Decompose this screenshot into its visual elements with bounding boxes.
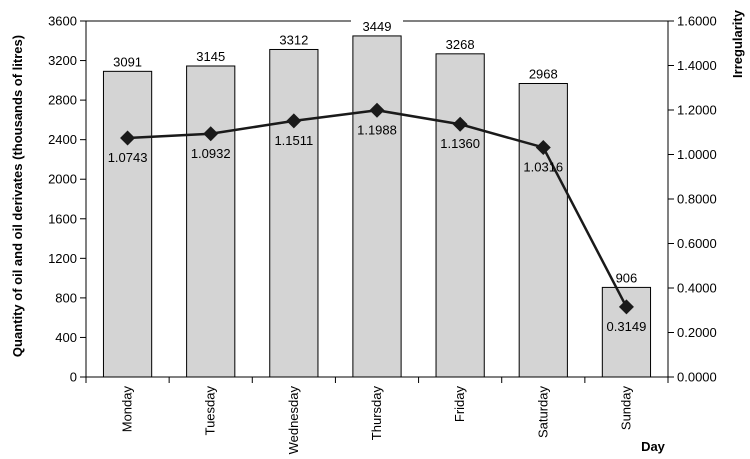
- bar-value-label: 3145: [196, 49, 225, 64]
- y2-tick-label: 0.4000: [677, 281, 717, 296]
- y-tick-label: 3600: [48, 14, 77, 29]
- line-series: [120, 102, 634, 315]
- axes: 0 400 800 1200 1600 2000 2400 2800 3200 3600 0.000…: [48, 14, 717, 455]
- x-axis-title: Day: [641, 439, 666, 454]
- x-tick-label: Friday: [452, 386, 467, 423]
- line-value-label: 1.0932: [191, 146, 231, 161]
- y2-tick-label: 1.2000: [677, 103, 717, 118]
- y-tick-label: 0: [70, 370, 77, 385]
- bar: [352, 35, 402, 378]
- x-tick-label: Wednesday: [286, 386, 301, 455]
- y-tick-label: 400: [55, 330, 77, 345]
- bar: [186, 65, 236, 378]
- x-tick-label: Monday: [120, 386, 135, 433]
- x-tick-label: Tuesday: [203, 386, 218, 436]
- x-tick-label: Thursday: [369, 386, 384, 441]
- bar-value-label: 3268: [446, 37, 475, 52]
- y2-tick-label: 0.0000: [677, 370, 717, 385]
- bar-value-label: 2968: [529, 66, 558, 81]
- line-value-label: 0.3149: [607, 319, 647, 334]
- line-value-label: 1.1988: [357, 122, 397, 137]
- y-tick-label: 2400: [48, 132, 77, 147]
- bar-value-label: 3449: [363, 19, 392, 34]
- line-value-label: 1.1511: [274, 133, 313, 148]
- y2-tick-label: 1.4000: [677, 58, 717, 73]
- line-value-label: 1.0743: [108, 150, 148, 165]
- line-marker: [286, 113, 302, 129]
- y-tick-label: 2800: [48, 93, 77, 108]
- y2-tick-label: 0.2000: [677, 325, 717, 340]
- bar: [102, 70, 153, 378]
- y2-tick-label: 1.6000: [677, 14, 717, 29]
- y-axis-title: Quantity of oil and oil derivates (thous…: [10, 35, 25, 357]
- x-tick-label: Saturday: [535, 386, 550, 439]
- y2-tick-label: 0.6000: [677, 236, 717, 251]
- bar-value-label: 3091: [113, 54, 142, 69]
- y-tick-label: 1600: [48, 211, 77, 226]
- line-marker: [120, 130, 136, 146]
- data-labels: 3091 3145 3312 3449 3268 2968 906 1.0743 1.0932 1…: [108, 19, 647, 334]
- bar: [435, 53, 485, 378]
- y2-tick-label: 1.0000: [677, 147, 717, 162]
- bar-series: [102, 35, 652, 378]
- line-marker: [618, 299, 634, 315]
- bar-value-label: 906: [616, 270, 638, 285]
- line-marker: [535, 139, 551, 155]
- y-tick-label: 1200: [48, 251, 77, 266]
- line-value-label: 1.1360: [440, 136, 480, 151]
- line-marker: [203, 126, 219, 142]
- bar-value-label: 3312: [279, 32, 308, 47]
- bar: [518, 82, 568, 378]
- line-marker: [369, 102, 385, 118]
- y-tick-label: 3200: [48, 53, 77, 68]
- y2-tick-label: 0.8000: [677, 192, 717, 207]
- y-tick-label: 2000: [48, 172, 77, 187]
- bar: [269, 48, 319, 378]
- x-tick-label: Sunday: [618, 386, 633, 431]
- line-marker: [452, 116, 468, 132]
- y2-axis-title: Irregularity: [730, 9, 745, 78]
- line-value-label: 1.0316: [523, 159, 563, 174]
- y-tick-label: 800: [55, 290, 77, 305]
